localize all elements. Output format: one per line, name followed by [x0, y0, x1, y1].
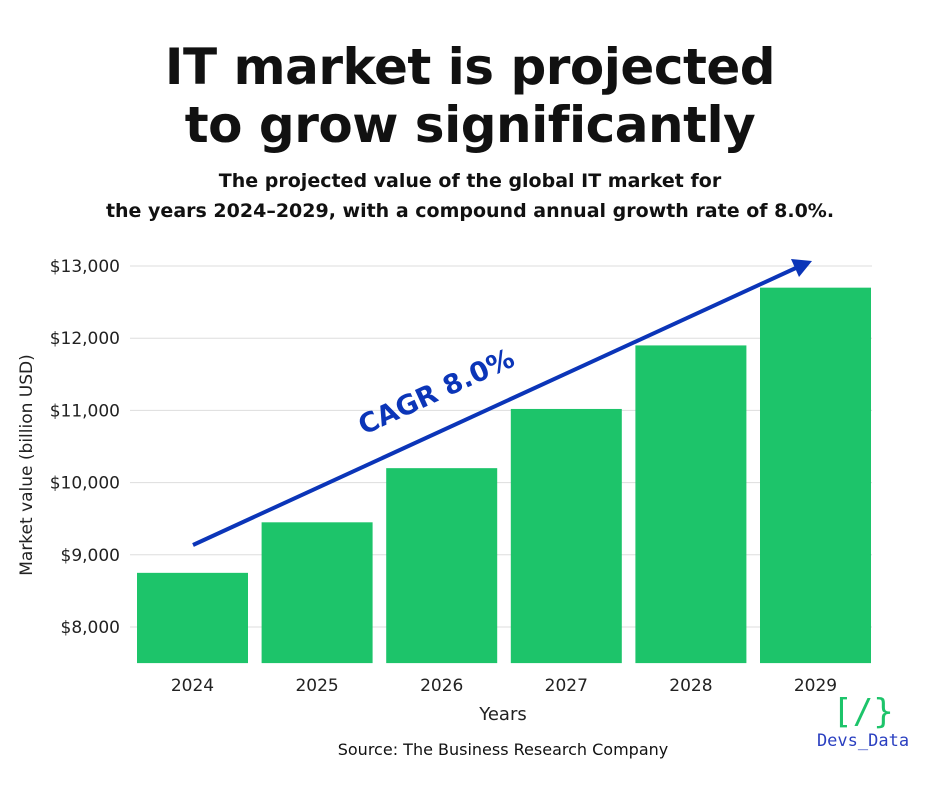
bar-2026: [386, 468, 498, 664]
x-tick-label: 2025: [295, 676, 338, 696]
bar-2028: [635, 345, 747, 664]
x-tick-label: 2028: [669, 676, 712, 696]
cagr-arrow-line: [192, 265, 799, 547]
x-tick-label: 2024: [171, 676, 214, 696]
y-tick-label: $9,000: [61, 546, 120, 566]
x-axis-label: Years: [478, 704, 527, 725]
logo-name: Devs_Data: [816, 731, 910, 751]
cagr-annotation: CAGR 8.0%: [354, 343, 520, 441]
cagr-arrow-head: [791, 259, 812, 277]
y-tick-label: $12,000: [50, 329, 120, 349]
x-tick-label: 2026: [420, 676, 463, 696]
logo-mark: [/}: [832, 692, 894, 732]
bar-2027: [510, 408, 622, 664]
bar-2025: [261, 522, 373, 664]
y-axis-label: Market value (billion USD): [17, 354, 37, 576]
y-tick-label: $13,000: [50, 257, 120, 277]
bar-2029: [760, 287, 871, 664]
y-tick-label: $11,000: [50, 401, 120, 421]
x-tick-label: 2027: [545, 676, 588, 696]
title-line-1: IT market is projected: [164, 38, 776, 96]
subtitle-line-1: The projected value of the global IT mar…: [218, 170, 722, 192]
title: IT market is projected to grow significa…: [0, 38, 940, 154]
subtitle-line-2: the years 2024–2029, with a compound ann…: [105, 200, 835, 222]
title-line-2: to grow significantly: [184, 96, 756, 154]
x-tick-label: 2029: [794, 676, 837, 696]
subtitle: The projected value of the global IT mar…: [0, 166, 940, 226]
devs-data-logo: [/} Devs_Data: [808, 693, 918, 751]
source-note: Source: The Business Research Company: [337, 740, 669, 759]
y-tick-label: $8,000: [61, 618, 120, 638]
y-tick-label: $10,000: [50, 474, 120, 494]
bar-2024: [137, 572, 248, 664]
